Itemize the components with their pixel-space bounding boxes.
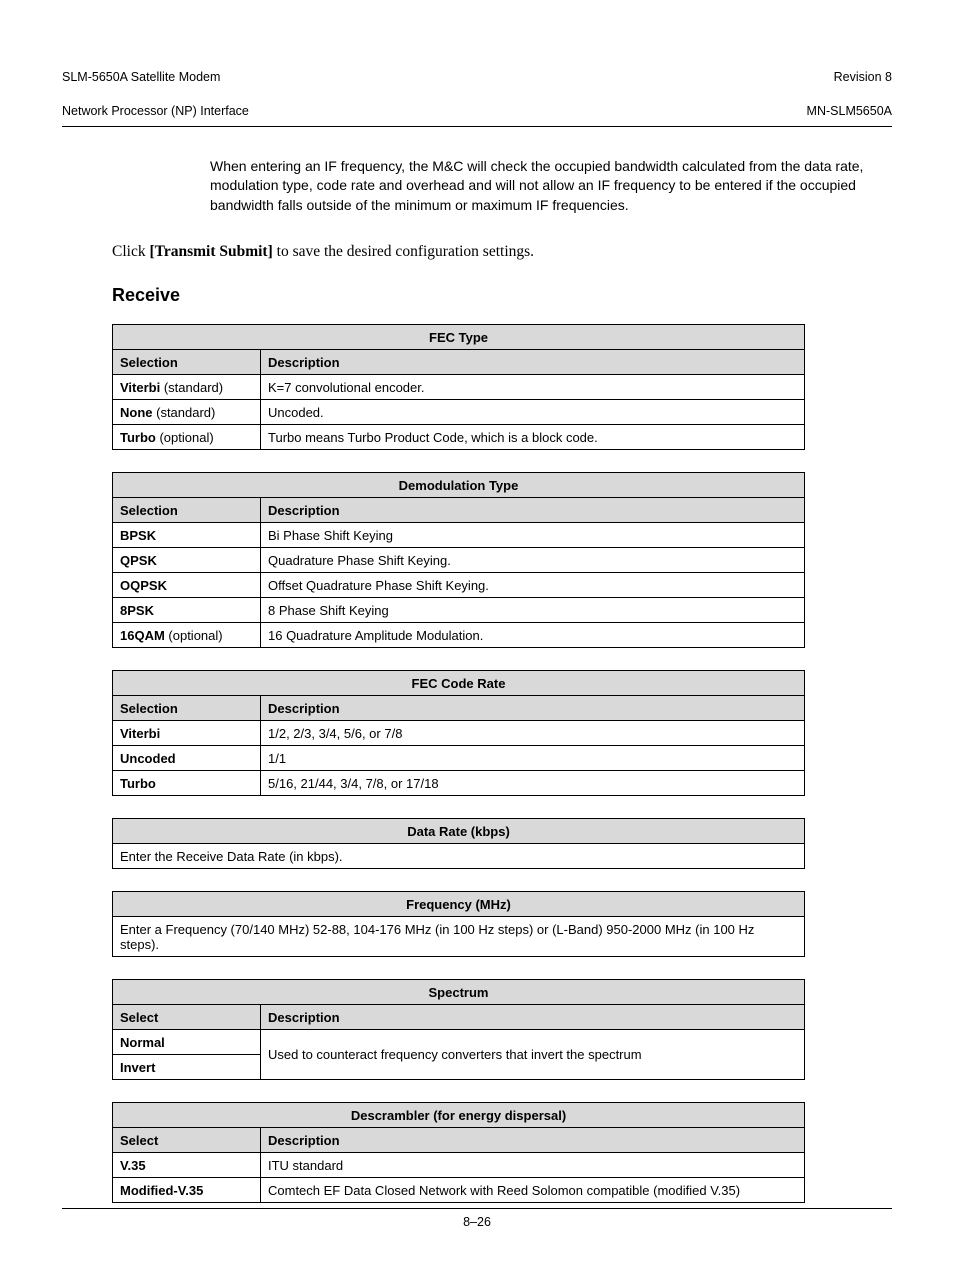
row-desc: 5/16, 21/44, 3/4, 7/8, or 17/18 [261, 771, 805, 796]
row-desc: 1/2, 2/3, 3/4, 5/6, or 7/8 [261, 721, 805, 746]
row-sel: Uncoded [120, 751, 176, 766]
header-left: SLM-5650A Satellite Modem Network Proces… [62, 52, 249, 120]
table-fec-type: FEC Type Selection Description Viterbi (… [112, 324, 892, 450]
row-desc: 1/1 [261, 746, 805, 771]
table-title: Descrambler (for energy dispersal) [113, 1103, 805, 1128]
row-desc: Turbo means Turbo Product Code, which is… [261, 425, 805, 450]
col-description: Description [261, 1005, 805, 1030]
row-sel: Viterbi [120, 380, 160, 395]
row-sel: Modified-V.35 [120, 1183, 203, 1198]
page: SLM-5650A Satellite Modem Network Proces… [0, 0, 954, 1265]
row-note: (optional) [165, 628, 223, 643]
table-row: OQPSK Offset Quadrature Phase Shift Keyi… [113, 573, 805, 598]
col-selection: Selection [113, 498, 261, 523]
click-prefix: Click [112, 243, 149, 260]
col-selection: Selection [113, 696, 261, 721]
col-selection: Selection [113, 350, 261, 375]
table-row: Uncoded 1/1 [113, 746, 805, 771]
table-row: BPSK Bi Phase Shift Keying [113, 523, 805, 548]
page-header: SLM-5650A Satellite Modem Network Proces… [62, 52, 892, 120]
row-desc: 8 Phase Shift Keying [261, 598, 805, 623]
click-suffix: to save the desired configuration settin… [273, 243, 534, 260]
col-description: Description [261, 498, 805, 523]
header-left-line1: SLM-5650A Satellite Modem [62, 70, 220, 84]
row-desc: Offset Quadrature Phase Shift Keying. [261, 573, 805, 598]
header-right-line1: Revision 8 [834, 70, 892, 84]
footer-divider [62, 1208, 892, 1209]
row-sel: 16QAM [120, 628, 165, 643]
table-row: Viterbi 1/2, 2/3, 3/4, 5/6, or 7/8 [113, 721, 805, 746]
row-note: (standard) [160, 380, 223, 395]
table-row: 16QAM (optional) 16 Quadrature Amplitude… [113, 623, 805, 648]
table-descrambler: Descrambler (for energy dispersal) Selec… [112, 1102, 892, 1203]
table-row: 8PSK 8 Phase Shift Keying [113, 598, 805, 623]
row-desc: Uncoded. [261, 400, 805, 425]
col-description: Description [261, 1128, 805, 1153]
row-sel: Viterbi [120, 726, 160, 741]
row-desc: Enter the Receive Data Rate (in kbps). [113, 844, 805, 869]
click-bold: [Transmit Submit] [149, 243, 272, 260]
row-desc: Comtech EF Data Closed Network with Reed… [261, 1178, 805, 1203]
table-title: Frequency (MHz) [113, 892, 805, 917]
row-sel: Invert [120, 1060, 155, 1075]
row-desc: Enter a Frequency (70/140 MHz) 52-88, 10… [113, 917, 805, 957]
table-spectrum: Spectrum Select Description Normal Used … [112, 979, 892, 1080]
table-title: FEC Code Rate [113, 671, 805, 696]
row-desc: ITU standard [261, 1153, 805, 1178]
row-sel: QPSK [120, 553, 157, 568]
header-right: Revision 8 MN-SLM5650A [807, 52, 892, 120]
row-note: (optional) [156, 430, 214, 445]
row-note: (standard) [153, 405, 216, 420]
row-sel: Turbo [120, 776, 156, 791]
row-sel: None [120, 405, 153, 420]
row-sel: 8PSK [120, 603, 154, 618]
table-title: Spectrum [113, 980, 805, 1005]
table-row: Viterbi (standard) K=7 convolutional enc… [113, 375, 805, 400]
section-heading-receive: Receive [112, 285, 892, 306]
row-sel: BPSK [120, 528, 156, 543]
table-row: QPSK Quadrature Phase Shift Keying. [113, 548, 805, 573]
row-desc: Used to counteract frequency converters … [261, 1030, 805, 1080]
header-divider [62, 126, 892, 127]
row-sel: V.35 [120, 1158, 146, 1173]
col-description: Description [261, 696, 805, 721]
table-title: FEC Type [113, 325, 805, 350]
row-desc: Bi Phase Shift Keying [261, 523, 805, 548]
row-desc: Quadrature Phase Shift Keying. [261, 548, 805, 573]
click-instruction: Click [Transmit Submit] to save the desi… [112, 243, 892, 261]
row-desc: 16 Quadrature Amplitude Modulation. [261, 623, 805, 648]
table-row: Normal Used to counteract frequency conv… [113, 1030, 805, 1055]
row-desc: K=7 convolutional encoder. [261, 375, 805, 400]
intro-paragraph: When entering an IF frequency, the M&C w… [210, 157, 892, 216]
col-select: Select [113, 1005, 261, 1030]
col-select: Select [113, 1128, 261, 1153]
table-row: V.35 ITU standard [113, 1153, 805, 1178]
header-right-line2: MN-SLM5650A [807, 104, 892, 118]
page-footer: 8–26 [62, 1208, 892, 1229]
table-frequency: Frequency (MHz) Enter a Frequency (70/14… [112, 891, 892, 957]
table-row: Turbo (optional) Turbo means Turbo Produ… [113, 425, 805, 450]
table-demodulation-type: Demodulation Type Selection Description … [112, 472, 892, 648]
row-sel: Normal [120, 1035, 165, 1050]
row-sel: Turbo [120, 430, 156, 445]
table-fec-code-rate: FEC Code Rate Selection Description Vite… [112, 670, 892, 796]
table-row: Turbo 5/16, 21/44, 3/4, 7/8, or 17/18 [113, 771, 805, 796]
table-row: None (standard) Uncoded. [113, 400, 805, 425]
table-row: Modified-V.35 Comtech EF Data Closed Net… [113, 1178, 805, 1203]
row-sel: OQPSK [120, 578, 167, 593]
page-number: 8–26 [62, 1215, 892, 1229]
col-description: Description [261, 350, 805, 375]
table-data-rate: Data Rate (kbps) Enter the Receive Data … [112, 818, 892, 869]
header-left-line2: Network Processor (NP) Interface [62, 104, 249, 118]
table-title: Demodulation Type [113, 473, 805, 498]
table-title: Data Rate (kbps) [113, 819, 805, 844]
